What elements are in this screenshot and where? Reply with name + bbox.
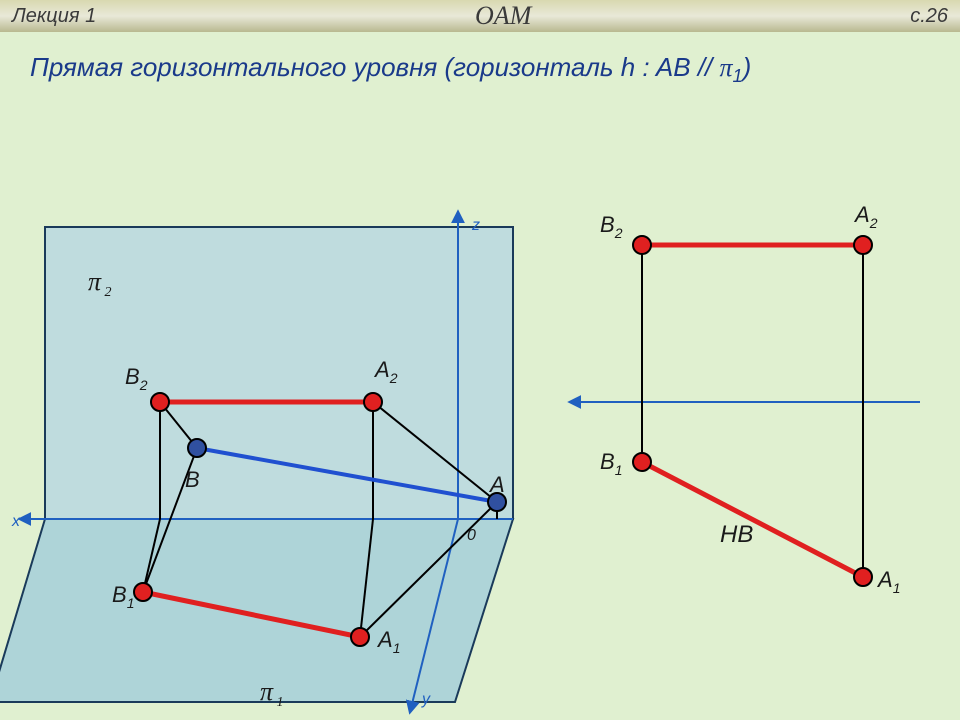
- header-bar: Лекция 1 OAM с.26: [0, 0, 960, 32]
- content-area: Прямая горизонтального уровня (горизонта…: [0, 32, 960, 720]
- svg-text:B: B: [185, 467, 200, 492]
- diagram-svg: zxy0π 2π 1B2A2BAB1A1B2A2B1A1НВ: [0, 32, 960, 720]
- svg-text:x: x: [11, 513, 21, 530]
- svg-text:z: z: [471, 217, 480, 234]
- header-center: OAM: [96, 1, 910, 31]
- svg-text:B2: B2: [600, 212, 623, 241]
- svg-text:A: A: [488, 472, 505, 497]
- svg-text:y: y: [421, 691, 431, 708]
- header-page: с.26: [910, 5, 948, 28]
- header-lecture: Лекция 1: [12, 5, 96, 28]
- svg-text:A1: A1: [876, 567, 900, 596]
- svg-text:B1: B1: [600, 449, 622, 478]
- svg-text:A2: A2: [853, 202, 878, 231]
- svg-text:НВ: НВ: [720, 521, 753, 548]
